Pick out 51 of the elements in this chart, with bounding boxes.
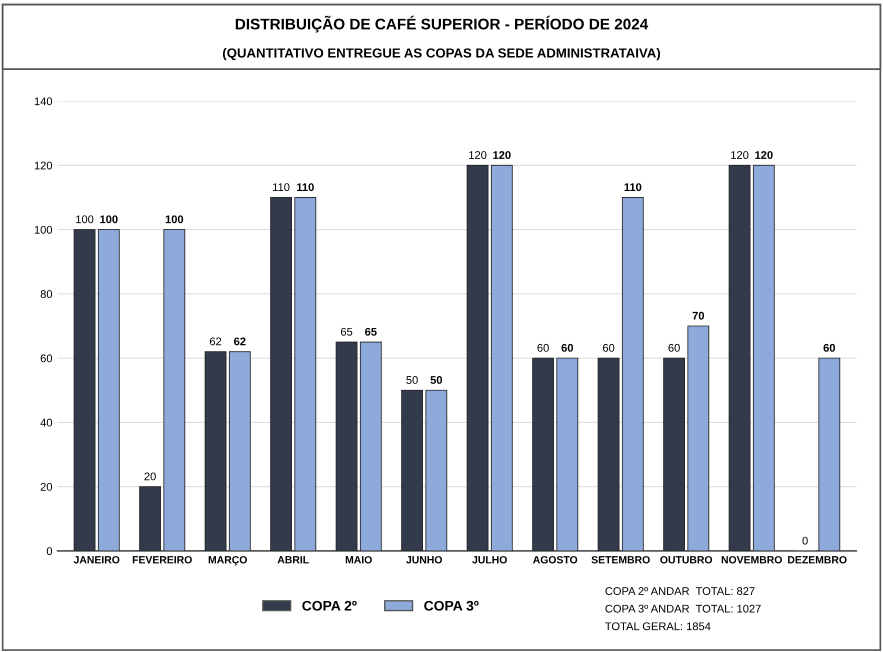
- text: TOTAL GERAL: 1854: [605, 622, 711, 630]
- data-label: 110: [297, 183, 314, 192]
- y-tick-label: 120: [34, 162, 52, 170]
- data-label: 70: [692, 312, 704, 320]
- y-tick-label: 80: [40, 290, 52, 298]
- y-tick-label: 40: [40, 418, 52, 427]
- data-label: 110: [624, 183, 642, 192]
- data-label: 0: [802, 536, 808, 545]
- x-tick-label: JUNHO: [406, 556, 442, 564]
- data-label: 120: [731, 151, 748, 159]
- y-tick-label: 100: [34, 226, 52, 234]
- x-tick-label: JANEIRO: [74, 556, 120, 564]
- x-tick-label: JULHO: [472, 556, 507, 564]
- data-label: 60: [562, 344, 574, 352]
- x-tick-label: SETEMBRO: [591, 556, 650, 564]
- data-label: 100: [166, 215, 184, 224]
- data-label: 120: [755, 151, 773, 159]
- data-label: 60: [668, 344, 680, 352]
- x-tick-label: MARÇO: [208, 556, 247, 566]
- data-label: 20: [144, 472, 156, 480]
- text: COPA 2º ANDAR TOTAL: 827: [605, 587, 755, 595]
- y-tick-label: 20: [40, 482, 52, 491]
- data-label: 65: [340, 328, 352, 336]
- y-tick-label: 0: [46, 547, 52, 556]
- data-label: 50: [430, 376, 442, 384]
- legend-label: COPA 3º: [424, 600, 479, 611]
- text: COPA 3º ANDAR TOTAL: 1027: [605, 604, 761, 613]
- data-label: 60: [824, 344, 836, 352]
- data-label: 65: [365, 328, 377, 336]
- data-label: 120: [469, 151, 486, 159]
- x-tick-label: DEZEMBRO: [788, 556, 847, 564]
- x-tick-label: MAIO: [346, 556, 372, 564]
- data-label: 62: [210, 337, 222, 346]
- x-tick-label: ABRIL: [278, 556, 309, 564]
- data-label: 60: [537, 344, 549, 352]
- x-tick-label: OUTUBRO: [660, 556, 712, 564]
- x-tick-label: NOVEMBRO: [722, 556, 782, 564]
- data-label: 60: [602, 344, 614, 352]
- x-tick-label: FEVEREIRO: [132, 556, 192, 564]
- y-tick-label: 140: [34, 97, 52, 106]
- data-label: 110: [273, 183, 290, 192]
- x-tick-label: AGOSTO: [532, 556, 578, 564]
- chart-subtitle: (QUANTITATIVO ENTREGUE AS COPAS DA SEDE ADMINISTRATAIVA): [222, 48, 660, 60]
- data-label: 100: [100, 215, 118, 224]
- legend-label: COPA 2º: [302, 600, 357, 611]
- data-label: 100: [76, 215, 94, 224]
- chart-title: DISTRIBUIÇÃO DE CAFÉ SUPERIOR - PERÍODO DE 2024: [236, 16, 648, 33]
- data-label: 120: [493, 151, 511, 159]
- data-label: 62: [234, 337, 246, 346]
- y-tick-label: 60: [40, 354, 52, 362]
- data-label: 50: [406, 376, 418, 384]
